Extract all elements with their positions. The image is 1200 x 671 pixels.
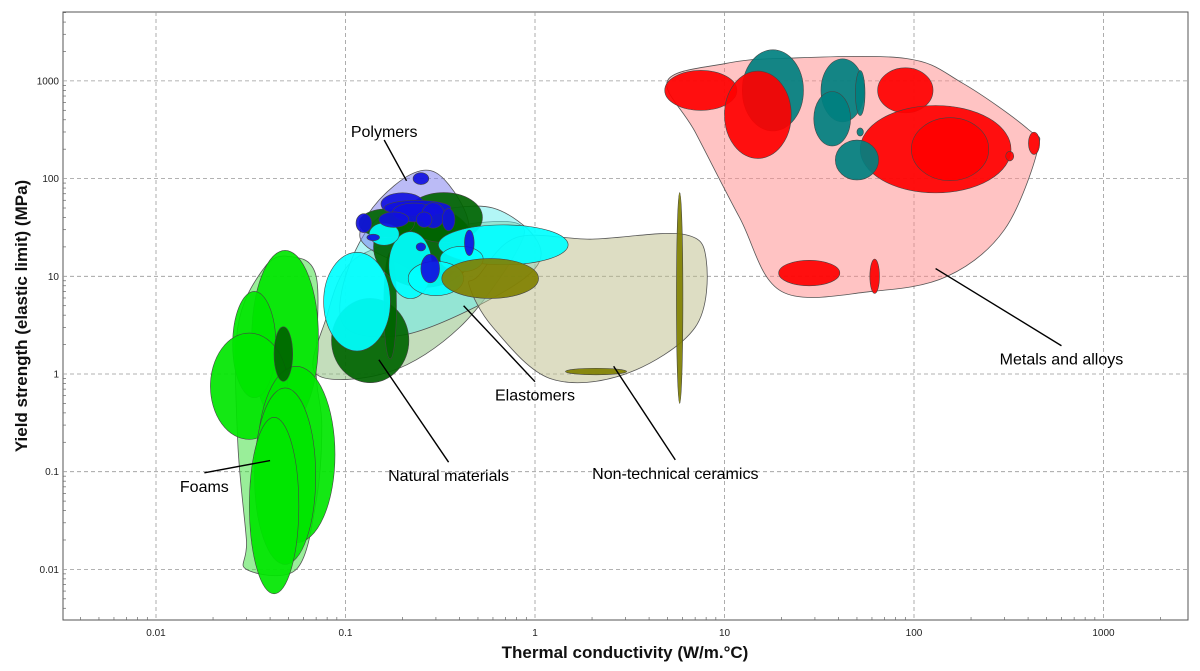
bubble-metals [724,70,792,159]
bubble-polymers [420,253,440,284]
family-label-metals: Metals and alloys [1000,352,1124,369]
annotation-leader-polymers [383,139,408,182]
family-label-polymers: Polymers [351,124,418,141]
y-tick-label: 1 [53,370,59,381]
bubble-metals [856,127,864,137]
x-tick-label: 0.1 [339,628,353,639]
bubble-polymers [378,211,410,228]
bubble-metals [1028,131,1040,155]
y-axis-label: Yield strength (elastic limit) (MPa) [12,180,31,452]
bubble-polymers [464,229,475,256]
bubble-metals [835,139,879,181]
x-tick-label: 100 [906,628,923,639]
bubble-polymers [441,208,456,232]
bubble-metals [813,91,851,147]
bubble-polymers [355,213,373,233]
annotation-leader-foams [204,459,271,474]
bubble-foams [273,326,293,382]
annotation-leader-ceramics [613,365,676,461]
y-tick-label: 0.01 [40,565,60,576]
x-tick-label: 1000 [1092,628,1115,639]
annotation-leader-natural [378,359,450,463]
axis-tick-labels: 0.01 0.1 1 10 100 1000 0.01 0.1 1 10 100 1000 [37,76,1115,639]
bubble-polymers [415,211,433,228]
bubble-ceramics [565,367,627,376]
y-tick-label: 0.1 [45,467,59,478]
y-tick-label: 10 [48,272,60,283]
y-tick-label: 100 [42,174,59,185]
annotation-leader-metals [935,267,1062,347]
bubble-metals [869,258,880,294]
bubble-polymers [415,242,427,252]
bubble-metals [1005,150,1015,162]
family-label-elastomers: Elastomers [495,388,575,405]
family-label-natural: Natural materials [388,468,509,485]
bubble-metals [911,117,990,181]
bubble-elastomers [323,252,391,352]
family-annotations: Polymers Foams Natural materials Elastomers… [180,124,1123,496]
bubble-polymers [366,233,380,241]
family-label-foams: Foams [180,479,229,496]
bubble-metals [855,70,866,116]
x-tick-label: 10 [719,628,731,639]
bubble-ceramics [676,192,684,404]
bubble-polymers [412,172,430,185]
family-label-ceramics: Non-technical ceramics [592,466,758,483]
bubble-ceramics [441,258,539,299]
y-tick-label: 1000 [37,76,60,87]
material-bubbles [210,49,1040,595]
annotation-leader-elastomers [463,305,536,383]
x-tick-label: 1 [532,628,538,639]
bubble-metals [778,260,841,287]
bubble-foams [249,417,300,595]
x-axis-label: Thermal conductivity (W/m.°C) [502,643,749,662]
x-tick-label: 0.01 [146,628,166,639]
